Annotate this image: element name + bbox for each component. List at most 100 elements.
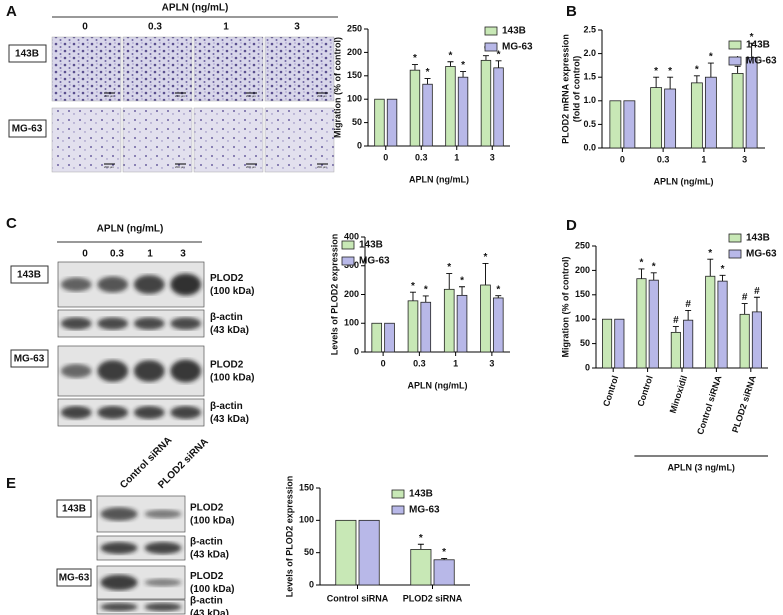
y-tick-label: 50: [352, 117, 362, 127]
legend-label: 143B: [746, 233, 770, 244]
band-size: (43 kDa): [190, 550, 229, 561]
legend-swatch: [728, 233, 742, 243]
legend-label: MG-63: [746, 56, 777, 67]
dose: 1: [147, 249, 153, 260]
y-tick-label: 0.5: [583, 119, 596, 129]
significance: #: [742, 292, 748, 303]
legend-swatch: [728, 40, 742, 50]
significance: *: [750, 32, 754, 43]
dose: 0.3: [148, 22, 162, 33]
y-tick-label: 150: [299, 482, 314, 492]
error-bar: [446, 273, 453, 290]
legend-swatch: [484, 42, 498, 52]
significance: *: [695, 64, 699, 75]
x-tick-label: Control: [601, 374, 620, 408]
panel-label: B: [566, 3, 577, 20]
bar: [648, 279, 659, 369]
bar: [409, 69, 421, 147]
band: [133, 360, 165, 382]
bar: [480, 59, 492, 147]
bar: [614, 318, 625, 369]
legend-label: 143B: [409, 489, 433, 500]
error-bar: [422, 295, 429, 303]
legend-label: 143B: [502, 26, 526, 37]
band: [60, 406, 92, 419]
band: [133, 317, 165, 330]
bar: [422, 83, 433, 147]
band: [170, 317, 202, 330]
micrograph: [122, 107, 193, 173]
bar: [358, 519, 380, 586]
significance: *: [460, 275, 464, 286]
band: [133, 406, 165, 419]
bar: [443, 288, 455, 353]
x-tick-label: Control: [635, 374, 654, 408]
error-bar: [411, 64, 418, 71]
band: [144, 542, 182, 554]
significance: *: [413, 53, 417, 64]
bar: [664, 88, 677, 149]
band: [170, 406, 202, 419]
band: [60, 277, 92, 292]
dose: 0: [82, 249, 88, 260]
legend-swatch: [391, 489, 405, 499]
band-size: (100 kDa): [210, 286, 254, 297]
band-protein: β-actin: [190, 596, 223, 607]
y-tick-label: 150: [575, 289, 590, 299]
band: [100, 574, 138, 591]
label-box: [8, 119, 47, 138]
band-protein: β-actin: [190, 537, 223, 548]
legend-swatch: [341, 240, 355, 250]
bar: [384, 322, 395, 353]
bar: [420, 301, 432, 353]
significance: *: [449, 50, 453, 61]
cell-line: MG-63: [12, 124, 43, 135]
cell-line: MG-63: [59, 573, 90, 584]
bar: [456, 294, 468, 353]
scale-bar-label: 200 μm: [317, 94, 328, 98]
panel-label: C: [6, 215, 17, 232]
label-box: [10, 349, 49, 368]
band: [144, 602, 182, 612]
bar: [374, 98, 385, 147]
significance: *: [442, 547, 446, 558]
y-axis-label: Migration (% of control): [332, 37, 342, 138]
panel-label: A: [6, 3, 17, 20]
legend-swatch: [484, 26, 498, 36]
band: [100, 507, 138, 521]
band: [170, 273, 202, 296]
y-tick-label: 0.0: [583, 142, 596, 152]
bar: [751, 311, 762, 369]
y-tick-label: 100: [575, 314, 590, 324]
x-tick-label: 3: [742, 154, 747, 164]
scale-bar-label: 200 μm: [246, 165, 257, 169]
y-tick-label: 50: [304, 547, 314, 557]
panel-label: D: [566, 217, 577, 234]
bar: [457, 76, 469, 147]
y-axis-label: Migration (% of control): [560, 257, 570, 358]
bar: [745, 56, 758, 149]
significance: *: [424, 285, 428, 296]
bar: [445, 66, 456, 147]
x-tick-label: 0: [381, 358, 386, 368]
y-tick-label: 250: [347, 23, 362, 33]
error-bar: [459, 286, 466, 296]
bar: [480, 284, 491, 353]
significance: *: [426, 67, 430, 78]
y-tick-label: 200: [344, 289, 359, 299]
legend-label: MG-63: [502, 42, 533, 53]
micrograph: [193, 36, 264, 102]
bar: [602, 318, 613, 369]
band-size: (43 kDa): [190, 609, 229, 615]
cell-line: 143B: [17, 270, 41, 281]
error-bar: [753, 296, 760, 312]
y-tick-label: 0: [309, 579, 314, 589]
legend-label: MG-63: [409, 505, 440, 516]
micrograph: [193, 107, 264, 173]
y-axis-label: PLOD2 mRNA expression: [560, 34, 570, 144]
y-tick-label: 1.5: [583, 72, 596, 82]
legend-swatch: [728, 56, 742, 66]
significance: *: [709, 52, 713, 63]
micrograph: [264, 36, 335, 102]
y-tick-label: 200: [575, 265, 590, 275]
